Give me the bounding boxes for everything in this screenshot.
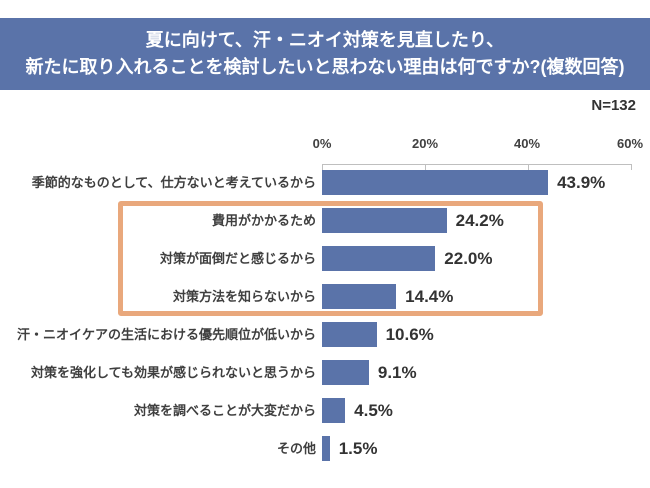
value-label: 22.0% <box>444 249 493 268</box>
bar <box>322 398 346 423</box>
sample-size-label: N=132 <box>591 97 636 114</box>
x-axis-tick-mark <box>631 164 632 170</box>
x-axis-tick-label-0: 0% <box>312 136 332 151</box>
bar <box>322 284 397 309</box>
category-label: 費用がかかるため <box>211 213 316 228</box>
x-axis-tick-mark <box>425 164 426 170</box>
bar <box>322 208 447 233</box>
bar-row: 対策方法を知らないから 14.4% <box>0 284 650 309</box>
value-label: 4.5% <box>354 401 393 420</box>
bar <box>322 246 436 271</box>
value-label: 24.2% <box>455 211 504 230</box>
value-label: 10.6% <box>385 325 434 344</box>
category-label: 対策を調べることが大変だから <box>133 403 316 418</box>
x-axis-tick-mark <box>322 164 323 170</box>
category-label: 対策を強化しても効果が感じられないと思うから <box>31 365 316 380</box>
x-axis-line <box>322 164 631 165</box>
bar-row: 対策が面倒だと感じるから 22.0% <box>0 246 650 271</box>
category-label: 対策が面倒だと感じるから <box>159 251 316 266</box>
chart-title-line2: 新たに取り入れることを検討したいと思わない理由は何ですか?(複数回答) <box>25 57 625 77</box>
value-label: 1.5% <box>338 439 378 458</box>
value-label: 43.9% <box>557 173 606 192</box>
bar <box>322 322 377 347</box>
x-axis-tick-label-20: 20% <box>411 136 439 151</box>
bar-row: その他 1.5% <box>0 436 650 461</box>
x-axis-tick-label-60: 60% <box>616 136 644 151</box>
chart-title-banner: 夏に向けて、汗・ニオイ対策を見直したり、 新たに取り入れることを検討したいと思わ… <box>0 18 650 90</box>
bar-row: 汗・ニオイケアの生活における優先順位が低いから 10.6% <box>0 322 650 347</box>
x-axis-tick-mark <box>528 164 529 170</box>
chart-title-line1: 夏に向けて、汗・ニオイ対策を見直したり、 <box>145 30 505 50</box>
bar-row: 対策を強化しても効果が感じられないと思うから 9.1% <box>0 360 650 385</box>
bar-row: 費用がかかるため 24.2% <box>0 208 650 233</box>
category-label: その他 <box>276 441 316 456</box>
category-label: 汗・ニオイケアの生活における優先順位が低いから <box>16 327 316 342</box>
category-label: 対策方法を知らないから <box>172 289 316 304</box>
bar <box>322 170 549 195</box>
bar <box>322 436 330 461</box>
bar <box>322 360 369 385</box>
category-label: 季節的なものとして、仕方ないと考えているから <box>31 175 316 190</box>
value-label: 14.4% <box>405 287 454 306</box>
bar-row: 季節的なものとして、仕方ないと考えているから 43.9% <box>0 170 650 195</box>
bar-row: 対策を調べることが大変だから 4.5% <box>0 398 650 423</box>
x-axis-tick-label-40: 40% <box>513 136 541 151</box>
value-label: 9.1% <box>377 363 417 382</box>
